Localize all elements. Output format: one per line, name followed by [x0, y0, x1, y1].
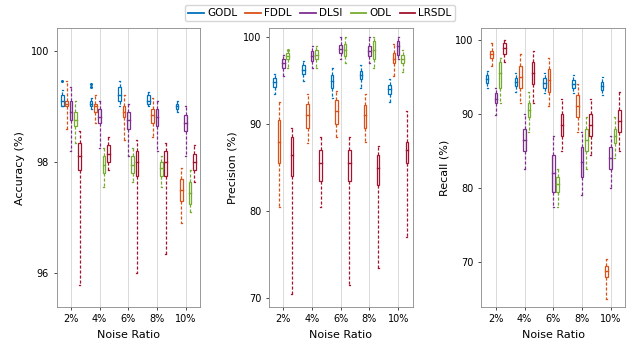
X-axis label: Noise Ratio: Noise Ratio: [522, 330, 585, 340]
Bar: [344, 44, 346, 56]
Bar: [388, 85, 391, 94]
Bar: [131, 157, 134, 173]
Bar: [601, 82, 604, 90]
Bar: [556, 177, 559, 192]
Bar: [614, 129, 616, 143]
Bar: [127, 112, 130, 129]
Bar: [307, 104, 309, 129]
Bar: [286, 53, 289, 59]
Bar: [515, 78, 517, 86]
Bar: [580, 147, 583, 177]
Bar: [372, 42, 375, 59]
Bar: [189, 181, 191, 204]
Bar: [377, 154, 380, 185]
Bar: [102, 157, 105, 173]
Bar: [524, 129, 526, 151]
Bar: [94, 104, 97, 112]
Y-axis label: Recall (%): Recall (%): [440, 140, 450, 196]
Bar: [176, 104, 179, 109]
Bar: [315, 50, 317, 59]
Bar: [65, 101, 68, 106]
Bar: [348, 150, 351, 181]
X-axis label: Noise Ratio: Noise Ratio: [309, 330, 372, 340]
Bar: [184, 115, 187, 131]
Legend: GODL, FDDL, DLSI, ODL, LRSDL: GODL, FDDL, DLSI, ODL, LRSDL: [185, 5, 455, 21]
Bar: [486, 75, 488, 83]
Y-axis label: Precision (%): Precision (%): [227, 131, 237, 204]
Bar: [589, 114, 592, 136]
Bar: [368, 46, 371, 56]
Bar: [291, 137, 293, 176]
Bar: [548, 69, 550, 92]
Bar: [273, 78, 276, 87]
Bar: [156, 109, 158, 126]
Bar: [278, 120, 280, 163]
Bar: [527, 103, 530, 118]
Bar: [319, 150, 322, 181]
Bar: [123, 106, 125, 118]
Bar: [392, 53, 395, 63]
Bar: [360, 71, 362, 79]
Bar: [406, 142, 408, 163]
Bar: [561, 114, 563, 136]
Bar: [609, 147, 612, 169]
Bar: [74, 112, 77, 126]
Bar: [147, 95, 150, 104]
Bar: [180, 179, 183, 201]
Bar: [302, 65, 305, 73]
Bar: [552, 155, 554, 192]
Bar: [193, 154, 196, 170]
Bar: [99, 109, 101, 123]
Bar: [61, 95, 63, 106]
Bar: [90, 101, 92, 106]
Bar: [164, 151, 167, 176]
Bar: [503, 43, 506, 54]
Bar: [107, 145, 109, 162]
Bar: [136, 151, 138, 176]
Bar: [152, 109, 154, 123]
Bar: [618, 110, 621, 132]
Bar: [335, 100, 338, 124]
Bar: [532, 62, 534, 84]
Bar: [282, 59, 285, 67]
Y-axis label: Accuracy (%): Accuracy (%): [15, 131, 25, 204]
Bar: [572, 80, 575, 88]
Bar: [70, 101, 72, 120]
Bar: [118, 87, 121, 101]
Bar: [577, 95, 579, 118]
Bar: [499, 62, 501, 88]
Bar: [339, 45, 342, 53]
Bar: [495, 93, 497, 103]
Bar: [401, 55, 404, 63]
Bar: [519, 66, 522, 88]
Bar: [585, 129, 588, 151]
Bar: [311, 51, 314, 61]
Bar: [364, 105, 367, 129]
X-axis label: Noise Ratio: Noise Ratio: [97, 330, 160, 340]
Bar: [543, 78, 546, 88]
Bar: [397, 42, 399, 55]
Bar: [78, 143, 81, 170]
Bar: [331, 75, 333, 88]
Bar: [605, 266, 607, 277]
Bar: [490, 51, 493, 58]
Bar: [160, 162, 163, 176]
